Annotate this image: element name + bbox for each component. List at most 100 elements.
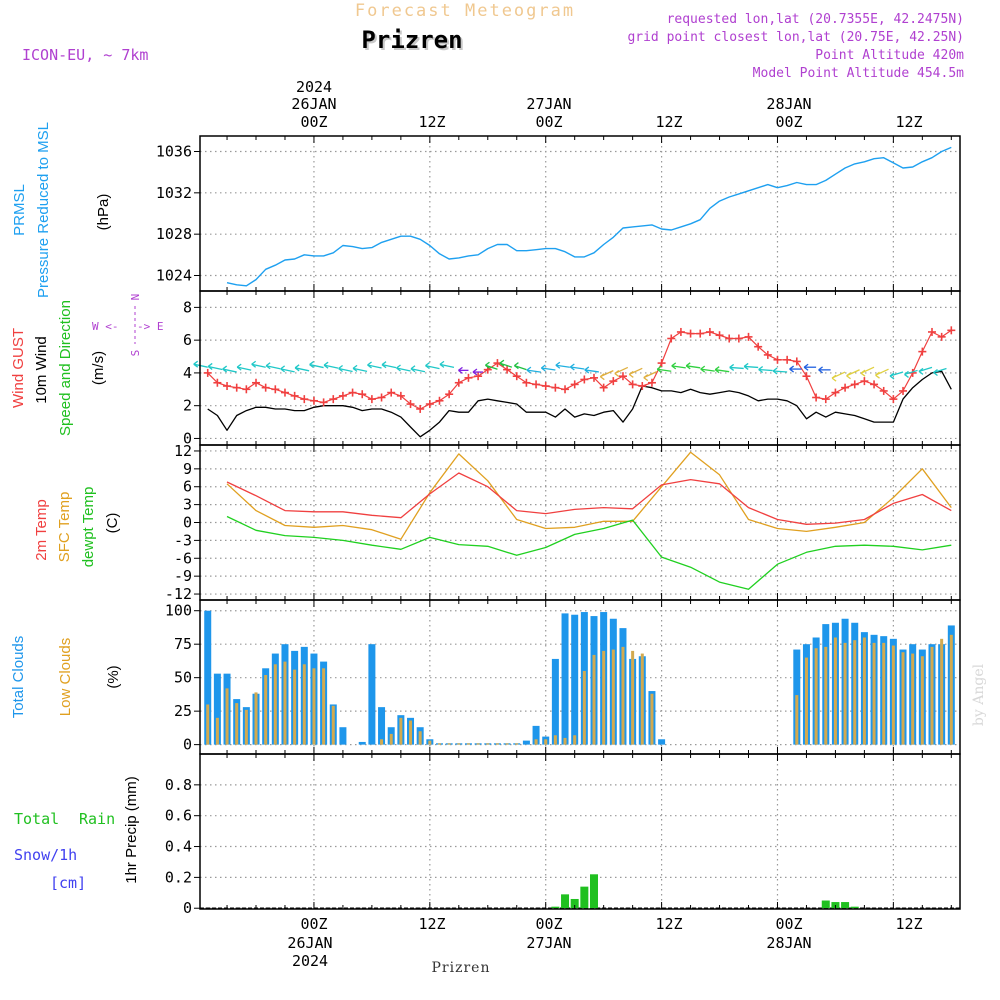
precip-panel-labels: Total Rain Snow/1h [cm] 1hr Precip (mm)	[14, 776, 140, 892]
requested-coords: requested lon,lat (20.7355E, 42.2475N)	[667, 12, 964, 27]
top-title: Forecast Meteogram	[355, 1, 575, 21]
rain-bar	[580, 886, 589, 909]
rain-bar	[561, 894, 570, 909]
wind-arrow-head	[280, 365, 286, 370]
wind-arrow-head	[472, 368, 478, 373]
low-clouds-bar	[457, 743, 461, 745]
total-clouds-bar	[551, 658, 559, 745]
watermark: by Angel	[971, 663, 987, 726]
wind-arrow-head	[294, 367, 300, 372]
low-clouds-bar	[940, 638, 944, 745]
wind-arrow-head	[789, 368, 795, 373]
wind-arrow-head	[294, 364, 300, 369]
wind-arrow-head	[599, 373, 605, 378]
low-clouds-bar	[911, 653, 915, 745]
wind-arrow-head	[439, 360, 445, 365]
wind-arrow-head	[918, 370, 924, 375]
wind-gust-label: Wind GUST	[10, 328, 27, 408]
wind-arrow-head	[265, 362, 271, 367]
low-clouds-bar	[312, 668, 316, 745]
low-clouds-bar	[273, 664, 277, 745]
wind-arrow-head	[860, 372, 866, 377]
low-clouds-bar	[428, 740, 432, 745]
low-clouds-bar	[544, 739, 548, 745]
wind-arrow-head	[700, 365, 706, 370]
total-clouds-bar	[204, 610, 212, 745]
wind-arrow-head	[584, 366, 590, 371]
wind-arrow-head	[846, 372, 851, 377]
y-tick-label: 0	[183, 736, 192, 754]
y-tick-label: 0	[183, 899, 192, 917]
low-clouds-bar	[244, 709, 248, 745]
low-clouds-label: Low Clouds	[57, 638, 74, 716]
y-tick-label: 2	[183, 397, 192, 415]
wind-arrow	[541, 367, 556, 371]
low-clouds-bar	[833, 637, 837, 745]
wind-arrow-head	[425, 365, 430, 370]
wind-arrow-head	[540, 364, 546, 369]
wind-arrow-head	[584, 369, 590, 374]
pressure-line	[226, 146, 952, 287]
wind-arrow-head	[569, 363, 575, 368]
y-tick-label: 75	[174, 635, 192, 653]
wind-arrow-head	[540, 367, 546, 372]
wind-arrow-head	[381, 364, 387, 369]
wind-arrow-head	[236, 363, 242, 368]
wind-arrow-head	[614, 369, 620, 374]
wind-arrow-head	[193, 363, 199, 368]
snow-label: Snow/1h	[14, 846, 77, 864]
wind-arrow-head	[485, 364, 490, 369]
temp-panel-labels: 2m Temp SFC Temp dewpt Temp (C)	[33, 487, 121, 568]
wind-arrow	[208, 365, 223, 371]
wind-arrow-head	[207, 362, 213, 367]
y-tick-label: -3	[174, 531, 192, 549]
wind-arrow-head	[514, 365, 519, 370]
wind-arrow	[904, 369, 918, 376]
total-clouds-bar	[358, 741, 366, 745]
wind-arrow-head	[207, 365, 213, 370]
wind-arrow	[773, 370, 788, 373]
wind-arrow-head	[458, 369, 463, 374]
wind-arrow-head	[933, 368, 938, 374]
wind-arrow	[499, 362, 513, 368]
pressure-panel-labels: PRMSL Pressure Reduced to MSL (hPa)	[11, 122, 112, 298]
wind-arrow-head	[846, 375, 851, 380]
snow-unit-label: [cm]	[50, 874, 86, 892]
wind-arrow-head	[614, 372, 620, 377]
low-clouds-bar	[283, 661, 287, 745]
wind-arrow-head	[685, 362, 691, 367]
low-clouds-bar	[650, 693, 654, 745]
wind-arrow-head	[367, 361, 372, 366]
low-clouds-bar	[302, 664, 306, 745]
y-tick-label: 0.4	[165, 838, 192, 856]
wind-10m-label: 10m Wind	[33, 336, 50, 404]
wind-arrow-head	[222, 368, 228, 373]
wind-arrow-head	[656, 368, 662, 373]
low-clouds-bar	[476, 743, 480, 745]
rain-bar	[841, 902, 850, 909]
point-altitude: Point Altitude 420m	[815, 48, 964, 63]
bottom-tick-label: 12Z	[418, 915, 445, 933]
low-clouds-bar	[225, 688, 229, 745]
low-clouds-bar	[824, 646, 828, 745]
wind-arrow-head	[338, 364, 343, 370]
wind-arrow-head	[251, 363, 257, 368]
wind-arrow-head	[671, 365, 677, 370]
wind-arrow	[410, 368, 426, 373]
wind-arrow-head	[599, 376, 605, 381]
rain-bar	[570, 898, 579, 909]
panel-frame	[199, 753, 961, 910]
wind-arrow	[555, 364, 570, 368]
top-tick-label: 00Z	[535, 113, 562, 131]
wind-arrow	[729, 366, 744, 370]
low-clouds-bar	[553, 735, 557, 745]
wind-arrow-head	[643, 374, 649, 379]
wind-arrow	[367, 364, 382, 369]
wind-arrow	[323, 364, 339, 369]
wind-gust-line	[207, 329, 952, 410]
wind-arrow-head	[789, 365, 795, 370]
total-clouds-bar	[368, 644, 376, 745]
wind-arrow-head	[714, 366, 720, 371]
low-clouds-bar	[534, 739, 538, 745]
